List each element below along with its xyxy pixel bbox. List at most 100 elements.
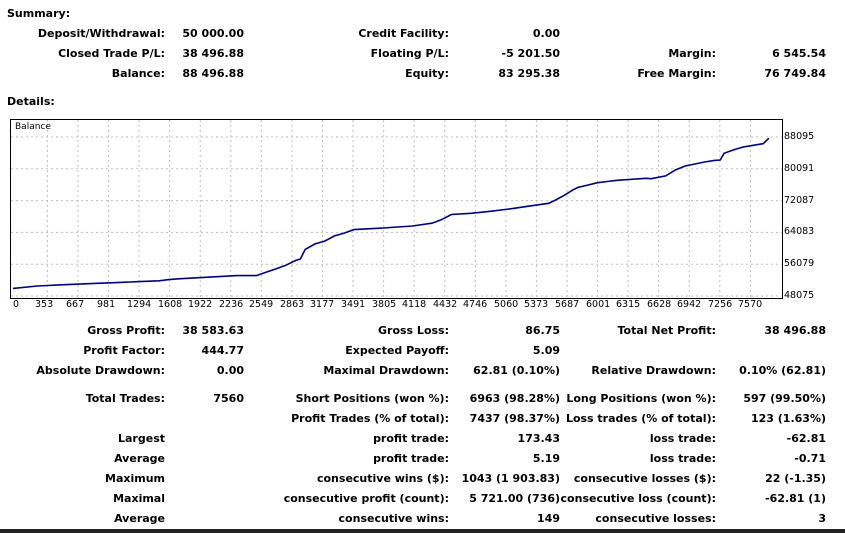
details-label: Gross Profit: (87, 324, 165, 337)
summary-value: 0.00 (532, 27, 560, 40)
details-label: Total Net Profit: (617, 324, 717, 337)
details-value: 7560 (213, 392, 244, 405)
summary-label: Deposit/Withdrawal: (37, 27, 165, 40)
details-label: Profit Factor: (83, 344, 165, 357)
details-label: Average (114, 452, 165, 465)
chart-x-tick-label: 6315 (616, 299, 641, 310)
details-label: consecutive loss (count): (560, 492, 716, 505)
details-label: consecutive wins: (338, 512, 449, 525)
chart-x-tick-label: 0 (13, 299, 20, 310)
chart-x-tick-label: 2549 (249, 299, 274, 310)
chart-x-tick-label: 981 (97, 299, 116, 310)
balance-chart: Balance (10, 119, 783, 299)
chart-y-tick-label: 88095 (784, 131, 815, 142)
details-value: 1043 (1 903.83) (461, 472, 560, 485)
details-value: 597 (99.50%) (743, 392, 826, 405)
details-value: -62.81 (1) (765, 492, 826, 505)
details-value: -62.81 (786, 432, 826, 445)
chart-x-tick-label: 5060 (494, 299, 519, 310)
details-label: Maximum (105, 472, 165, 485)
chart-y-tick-label: 80091 (784, 163, 815, 174)
chart-x-tick-label: 2236 (219, 299, 244, 310)
details-value: 3 (818, 512, 826, 525)
details-label: consecutive losses ($): (573, 472, 716, 485)
summary-value: -5 201.50 (501, 47, 561, 60)
details-label: Long Positions (won %): (566, 392, 716, 405)
details-label: Profit Trades (% of total): (291, 412, 449, 425)
chart-x-tick-label: 3177 (310, 299, 335, 310)
details-label: profit trade: (373, 432, 449, 445)
details-value: -0.71 (794, 452, 826, 465)
details-value: 5.09 (532, 344, 560, 357)
summary-value: 88 496.88 (182, 67, 244, 80)
details-value: 62.81 (0.10%) (473, 364, 560, 377)
details-label: consecutive losses: (595, 512, 716, 525)
summary-value: 50 000.00 (182, 27, 244, 40)
details-value: 38 496.88 (764, 324, 826, 337)
summary-value: 76 749.84 (764, 67, 826, 80)
details-label: Maximal (113, 492, 165, 505)
chart-y-tick-label: 56079 (784, 258, 815, 269)
chart-y-tick-label: 64083 (784, 226, 815, 237)
details-value: 0.10% (62.81) (739, 364, 826, 377)
details-label: profit trade: (373, 452, 449, 465)
chart-x-tick-label: 7256 (708, 299, 733, 310)
chart-x-tick-label: 5373 (524, 299, 549, 310)
details-label: Average (114, 512, 165, 525)
summary-label: Balance: (111, 67, 165, 80)
balance-series-line (12, 137, 770, 290)
chart-x-tick-label: 4746 (463, 299, 488, 310)
balance-chart-svg (11, 120, 782, 298)
chart-x-tick-label: 353 (35, 299, 54, 310)
chart-x-tick-label: 6628 (647, 299, 672, 310)
details-value: 86.75 (525, 324, 560, 337)
chart-x-tick-label: 4432 (433, 299, 458, 310)
summary-label: Free Margin: (637, 67, 716, 80)
summary-label: Credit Facility: (358, 27, 449, 40)
details-value: 5 721.00 (736) (469, 492, 560, 505)
details-value: 22 (-1.35) (765, 472, 826, 485)
details-label: loss trade: (649, 432, 716, 445)
details-value: 444.77 (201, 344, 244, 357)
details-label: Absolute Drawdown: (36, 364, 165, 377)
chart-title: Balance (15, 122, 51, 132)
summary-label: Floating P/L: (370, 47, 449, 60)
details-value: 7437 (98.37%) (469, 412, 560, 425)
summary-label: Margin: (668, 47, 716, 60)
details-value: 149 (537, 512, 560, 525)
details-title: Details: (7, 95, 55, 108)
details-label: loss trade: (649, 452, 716, 465)
chart-x-tick-label: 5687 (555, 299, 580, 310)
chart-x-tick-label: 1294 (127, 299, 152, 310)
details-value: 0.00 (216, 364, 244, 377)
details-label: Maximal Drawdown: (323, 364, 449, 377)
details-label: Expected Payoff: (345, 344, 449, 357)
chart-x-tick-label: 1608 (158, 299, 183, 310)
summary-value: 38 496.88 (182, 47, 244, 60)
details-label: Total Trades: (85, 392, 165, 405)
summary-value: 83 295.38 (498, 67, 560, 80)
chart-x-tick-label: 6942 (677, 299, 702, 310)
chart-x-tick-label: 2863 (280, 299, 305, 310)
chart-x-tick-label: 3491 (341, 299, 366, 310)
chart-x-tick-label: 7570 (738, 299, 763, 310)
details-label: Relative Drawdown: (591, 364, 716, 377)
chart-x-tick-label: 1922 (188, 299, 213, 310)
chart-y-tick-label: 48075 (784, 290, 815, 301)
summary-label: Closed Trade P/L: (58, 47, 165, 60)
details-value: 5.19 (532, 452, 560, 465)
details-label: consecutive wins ($): (316, 472, 449, 485)
details-value: 173.43 (517, 432, 560, 445)
summary-label: Equity: (405, 67, 449, 80)
details-value: 38 583.63 (182, 324, 244, 337)
chart-x-tick-label: 3805 (372, 299, 397, 310)
details-label: Loss trades (% of total): (565, 412, 716, 425)
details-label: Largest (118, 432, 165, 445)
chart-x-tick-label: 4118 (402, 299, 427, 310)
window-bottom-edge (0, 529, 845, 533)
chart-y-tick-label: 72087 (784, 195, 815, 206)
chart-x-tick-label: 667 (66, 299, 85, 310)
details-value: 123 (1.63%) (750, 412, 826, 425)
details-label: Gross Loss: (378, 324, 449, 337)
details-value: 6963 (98.28%) (469, 392, 560, 405)
